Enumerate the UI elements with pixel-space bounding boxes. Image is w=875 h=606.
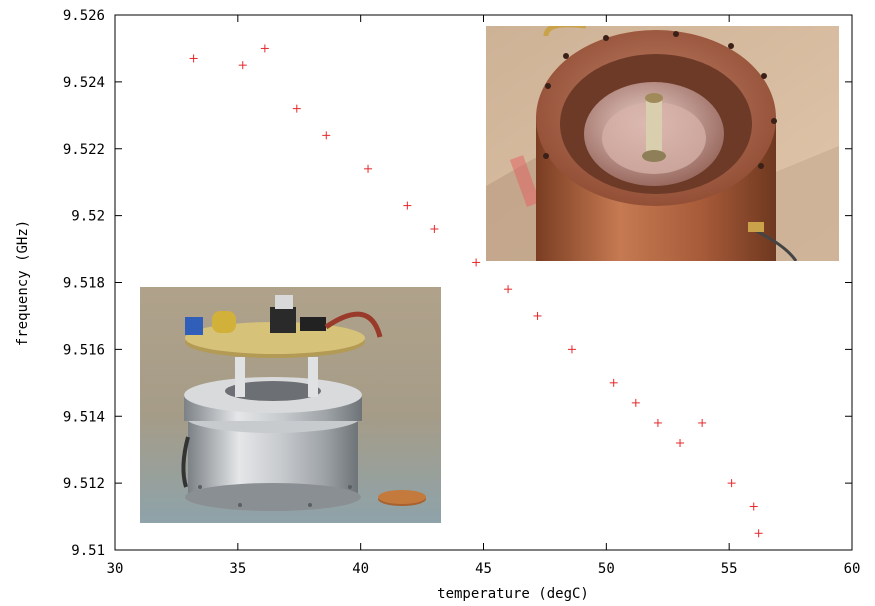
data-point (322, 131, 331, 140)
y-axis-ticks: 9.51 9.512 9.514 9.516 9.518 9.52 9.522 9.524 9.… (63, 8, 852, 559)
data-point (430, 225, 439, 233)
x-tick-label: 60 (844, 561, 861, 577)
y-tick-label: 9.51 (71, 543, 105, 559)
data-point (533, 311, 542, 320)
y-tick-label: 9.516 (63, 342, 105, 358)
y-axis-label: frequency (GHz) (15, 220, 31, 346)
data-point (238, 61, 247, 70)
data-point (631, 398, 640, 407)
data-point (754, 529, 763, 538)
data-point (403, 201, 412, 210)
data-point (364, 164, 373, 173)
data-point (567, 345, 576, 354)
data-point (698, 418, 707, 427)
y-tick-label: 9.52 (71, 209, 105, 225)
copper-resonator-cavity-photo (486, 26, 839, 261)
x-tick-label: 50 (598, 561, 615, 577)
data-points (189, 44, 763, 538)
data-point (653, 418, 662, 427)
data-point (472, 258, 481, 267)
y-tick-label: 9.514 (63, 409, 105, 425)
oscillator-assembly-photo (140, 287, 441, 523)
x-axis-ticks: 30 35 40 45 50 55 60 (107, 15, 861, 577)
data-point (609, 378, 618, 387)
data-point (676, 439, 685, 447)
data-point (504, 285, 513, 294)
y-tick-label: 9.526 (63, 8, 105, 24)
x-tick-label: 55 (721, 561, 738, 577)
y-tick-label: 9.512 (63, 476, 105, 492)
data-point (189, 54, 198, 63)
x-tick-label: 40 (352, 561, 369, 577)
x-tick-label: 35 (229, 561, 246, 577)
x-axis-label: temperature (degC) (437, 586, 589, 602)
y-tick-label: 9.518 (63, 276, 105, 292)
x-tick-label: 45 (475, 561, 492, 577)
x-tick-label: 30 (107, 561, 124, 577)
data-point (292, 104, 301, 113)
y-tick-label: 9.522 (63, 142, 105, 158)
y-tick-label: 9.524 (63, 75, 105, 91)
data-point (749, 502, 758, 511)
data-point (260, 44, 269, 53)
data-point (727, 479, 736, 488)
